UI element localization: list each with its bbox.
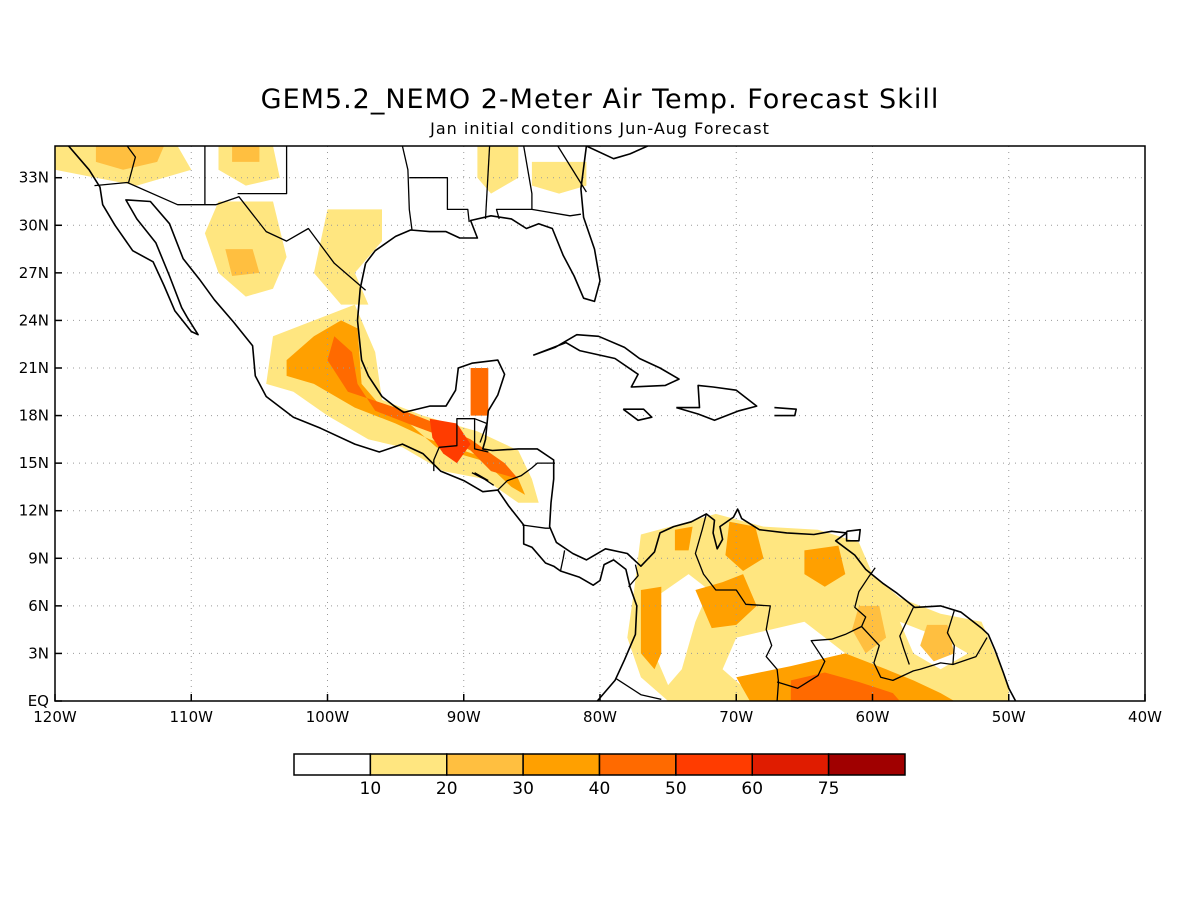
- border-line: [474, 472, 489, 482]
- lon-tick-label: 80W: [583, 708, 617, 726]
- colorbar-box-7: [827, 753, 906, 776]
- colorbar-label: 30: [512, 779, 534, 799]
- border-line: [899, 607, 914, 665]
- skill-region-14: [627, 513, 1009, 701]
- coastline: [586, 146, 649, 160]
- chart-title: GEM5.2_NEMO 2-Meter Air Temp. Forecast S…: [260, 84, 940, 115]
- skill-region-7: [477, 146, 519, 194]
- colorbar-box-1: [369, 753, 448, 776]
- skill-region-19: [674, 526, 693, 551]
- lon-tick-label: 40W: [1128, 708, 1162, 726]
- coastline: [356, 263, 1017, 701]
- border-line: [401, 146, 413, 231]
- border-line: [694, 513, 780, 701]
- border-line: [616, 678, 662, 701]
- colorbar-box-3: [522, 753, 601, 776]
- border-line: [497, 462, 555, 491]
- lon-tick-label: 90W: [447, 708, 481, 726]
- lat-tick-label: 15N: [19, 454, 49, 472]
- lat-tick-label: 9N: [28, 549, 49, 567]
- lat-tick-label: 3N: [28, 644, 49, 662]
- colorbar-label: 40: [589, 779, 611, 799]
- colorbar-box-4: [598, 753, 677, 776]
- colorbar-label: 10: [360, 779, 382, 799]
- border-line: [531, 208, 581, 217]
- border-line: [409, 177, 470, 223]
- political-borders: [94, 146, 988, 701]
- lat-tick-label: 18N: [19, 407, 49, 425]
- chart-subtitle: Jan initial conditions Jun-Aug Forecast: [430, 119, 770, 138]
- skill-region-18: [640, 586, 662, 670]
- lon-tick-label: 100W: [306, 708, 350, 726]
- colorbar-box-2: [446, 753, 524, 776]
- lat-tick-label: 33N: [19, 169, 49, 187]
- lat-tick-label: EQ: [28, 692, 49, 710]
- latitude-tick-labels: 33N 30N 27N 24N 21N 18N 15N 12N 9N 6N 3N EQ: [19, 169, 62, 710]
- border-line: [126, 146, 137, 183]
- skill-region-21: [725, 521, 764, 571]
- border-line: [861, 626, 988, 682]
- skill-region-23: [852, 605, 887, 654]
- border-line: [628, 564, 639, 588]
- colorbar-legend: 10 20 30 40 50 60 75: [293, 753, 906, 799]
- colorbar-box-6: [751, 753, 830, 776]
- coastline: [676, 384, 758, 422]
- skill-region-4: [204, 201, 287, 297]
- lon-tick-label: 50W: [992, 708, 1026, 726]
- lon-tick-label: 70W: [719, 708, 753, 726]
- border-line: [474, 418, 488, 443]
- lat-tick-label: 24N: [19, 311, 49, 329]
- border-line: [484, 146, 491, 219]
- coastline: [364, 146, 601, 303]
- lat-tick-label: 27N: [19, 264, 49, 282]
- coastlines: [67, 146, 1017, 701]
- skill-region-20: [695, 574, 757, 629]
- colorbar-label: 50: [665, 779, 687, 799]
- coastline: [67, 146, 638, 701]
- colorbar-label: 20: [436, 779, 458, 799]
- skill-region-11: [327, 336, 519, 479]
- longitude-tick-labels: 120W 110W 100W 90W 80W 70W 60W 50W 40W: [33, 694, 1162, 726]
- coastline: [845, 528, 862, 542]
- skill-region-24: [920, 624, 955, 662]
- colorbar-label: 60: [741, 779, 763, 799]
- border-line: [776, 567, 876, 689]
- coastline: [532, 333, 680, 388]
- skill-region-22: [804, 545, 846, 587]
- skill-region-6: [313, 209, 382, 305]
- skill-region-3: [232, 146, 260, 162]
- colorbar-box-0: [293, 753, 372, 776]
- coastline: [622, 408, 653, 422]
- lat-tick-label: 21N: [19, 359, 49, 377]
- colorbar-label: 75: [818, 779, 840, 799]
- border-line: [237, 146, 288, 195]
- lat-tick-label: 30N: [19, 216, 49, 234]
- skill-shading: [55, 146, 1009, 701]
- border-line: [94, 181, 367, 291]
- border-line: [946, 610, 955, 665]
- lon-tick-label: 60W: [856, 708, 890, 726]
- skill-region-1: [95, 146, 164, 170]
- border-line: [557, 146, 587, 193]
- skill-region-5: [225, 249, 260, 276]
- border-line: [522, 524, 550, 529]
- gridlines: [55, 146, 1145, 701]
- lat-tick-label: 12N: [19, 502, 49, 520]
- lon-tick-label: 120W: [33, 708, 77, 726]
- skill-region-12: [429, 418, 471, 464]
- lat-tick-label: 6N: [28, 597, 49, 615]
- border-line: [433, 418, 489, 472]
- border-line: [559, 550, 566, 572]
- skill-region-13: [470, 368, 489, 416]
- coastline: [774, 406, 798, 417]
- skill-region-15: [654, 574, 709, 686]
- colorbar-box-5: [675, 753, 753, 776]
- lon-tick-label: 110W: [170, 708, 214, 726]
- skill-region-26: [790, 672, 900, 701]
- border-line: [471, 472, 495, 486]
